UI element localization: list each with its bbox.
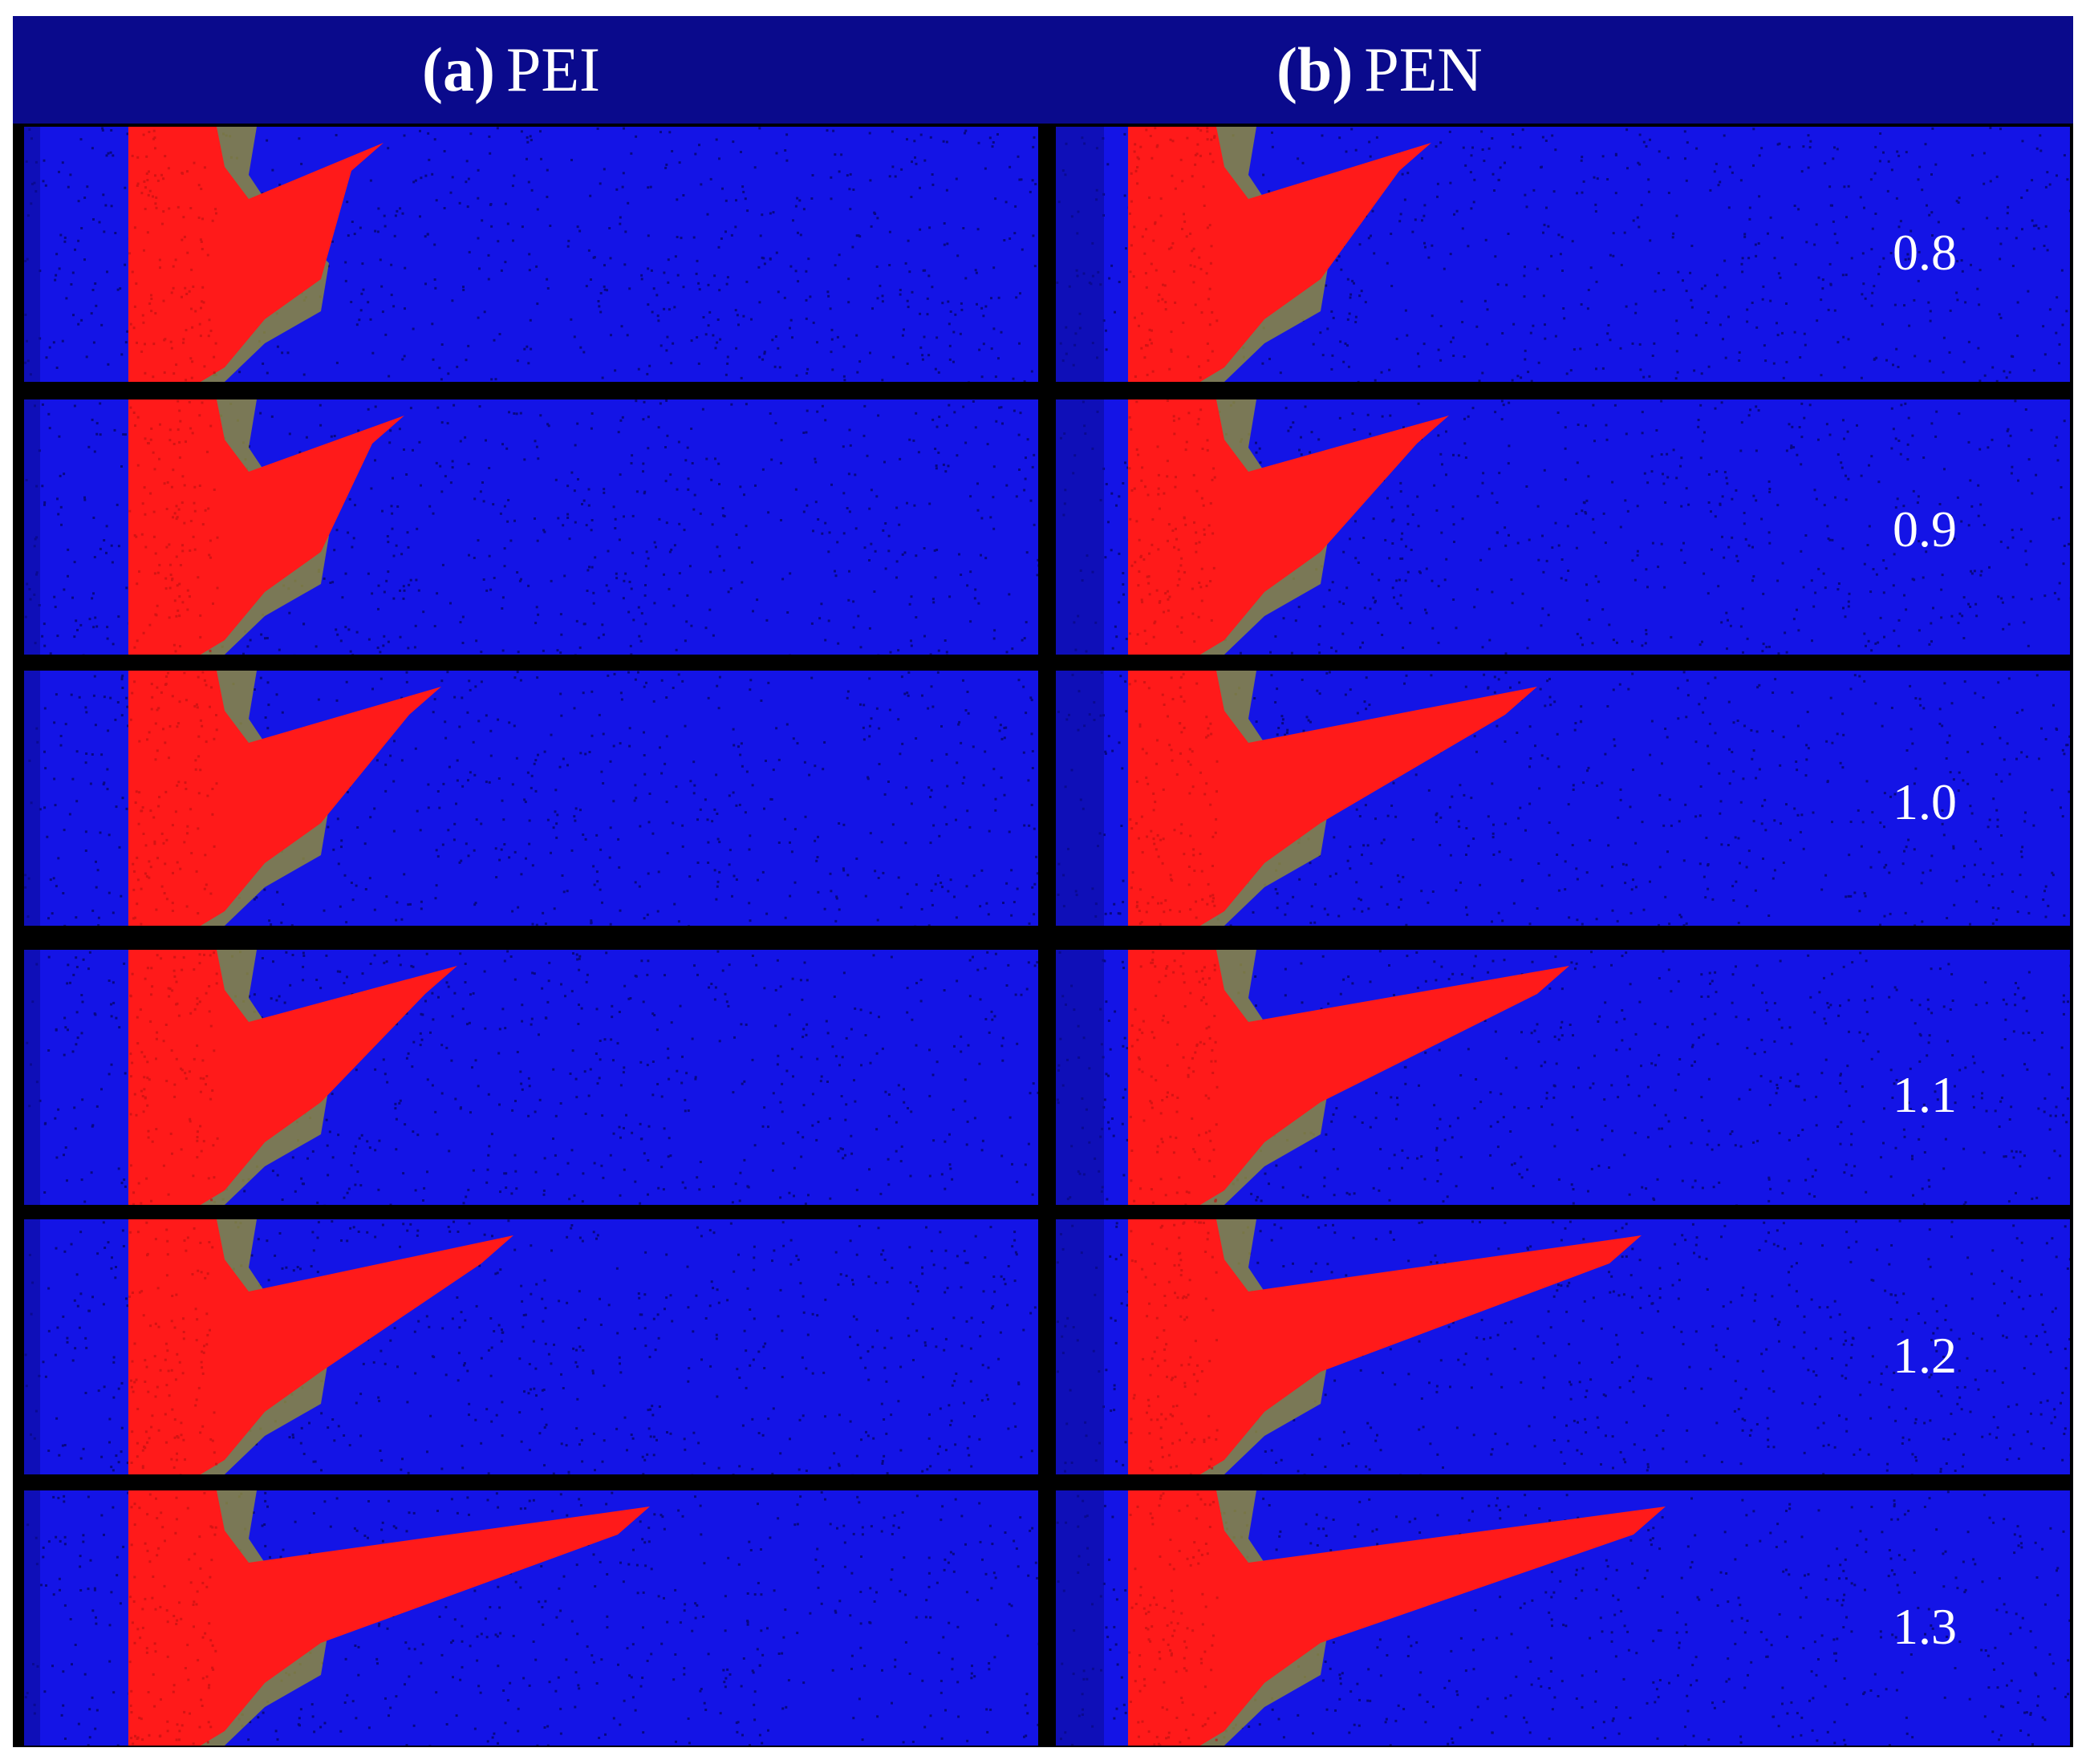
snapshot-pei-0.8 [24, 127, 1038, 382]
projectile-jet [128, 950, 457, 1205]
column-header-pen: (b) PEN [1276, 16, 1483, 124]
jet-texture [1129, 127, 1219, 379]
snapshot-pen-1.0 [1056, 671, 2070, 926]
projectile-jet [1128, 671, 1537, 926]
row-label: 1.0 [1893, 773, 1957, 830]
projectile-jet [128, 1490, 650, 1746]
row-label: 0.9 [1893, 501, 1957, 558]
matrix-speckle [24, 671, 1038, 926]
snapshot-pen-0.9 [1056, 399, 2070, 655]
matrix-speckle [1056, 1219, 2070, 1474]
left-edge-shade [1056, 671, 1104, 926]
jet-texture [1129, 951, 1219, 1205]
snapshot-pei-0.9 [24, 399, 1038, 655]
left-edge-shade [24, 399, 40, 655]
snapshot-pen-1.2 [1056, 1219, 2070, 1474]
projectile-jet [128, 1219, 513, 1474]
jet-texture [128, 399, 219, 653]
left-edge-shade [1056, 950, 1104, 1205]
figure: (a) PEI (b) PEN 0.8 0.9 1.0 1.1 1.2 1.3 [13, 16, 2073, 1747]
snapshot-pei-1.3 [24, 1490, 1038, 1746]
snapshot-pen-1.3 [1056, 1490, 2070, 1746]
jet-texture [1128, 1492, 1219, 1746]
row-label: 1.2 [1893, 1327, 1957, 1384]
left-edge-shade [1056, 399, 1104, 655]
jet-texture [1130, 1220, 1219, 1474]
jet-texture [129, 671, 218, 926]
snapshot-pei-1.2 [24, 1219, 1038, 1474]
jet-texture [128, 129, 217, 382]
projectile-jet [1128, 127, 1431, 382]
column-tag-a: (a) [422, 34, 495, 104]
projectile-jet [128, 399, 404, 655]
left-edge-shade [24, 127, 40, 382]
snapshot-pei-1.0 [24, 671, 1038, 926]
jet-texture [1128, 399, 1216, 645]
matrix-speckle [26, 950, 1038, 1205]
left-edge-shade [24, 671, 40, 926]
snapshot-pen-1.1 [1056, 950, 2070, 1205]
left-edge-shade [1056, 1219, 1104, 1474]
snapshot-pei-1.1 [24, 950, 1038, 1205]
left-edge-shade [1056, 1490, 1104, 1746]
left-edge-shade [24, 1490, 40, 1746]
row-label: 0.8 [1893, 224, 1957, 281]
row-label: 1.1 [1893, 1066, 1957, 1123]
jet-texture [128, 1221, 218, 1474]
projectile-jet [128, 127, 384, 382]
row-label: 1.3 [1893, 1598, 1957, 1655]
header-band: (a) PEI (b) PEN [13, 16, 2073, 124]
column-name-b: PEN [1364, 34, 1483, 104]
snapshot-pen-0.8 [1056, 127, 2070, 382]
left-edge-shade [24, 1219, 40, 1474]
column-header-pei: (a) PEI [422, 16, 600, 124]
jet-texture [128, 1491, 217, 1746]
projectile-jet [128, 671, 441, 926]
column-tag-b: (b) [1276, 34, 1353, 104]
projectile-jet [1128, 399, 1449, 655]
left-edge-shade [1056, 127, 1104, 382]
column-name-a: PEI [505, 34, 600, 104]
projectile-jet [1128, 1219, 1642, 1474]
jet-texture [129, 951, 219, 1205]
jet-texture [1128, 672, 1219, 926]
projectile-jet [1128, 950, 1569, 1205]
left-edge-shade [24, 950, 40, 1205]
projectile-jet [1128, 1490, 1666, 1746]
